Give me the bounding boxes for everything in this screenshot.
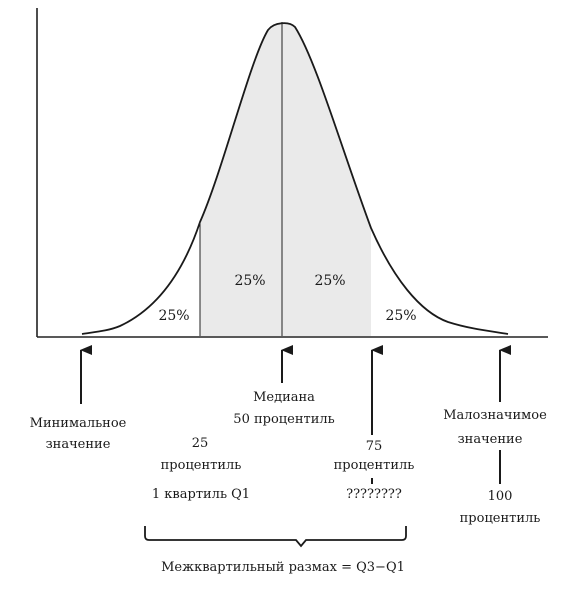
maximum-label-line1: Малозначимое [443, 408, 547, 423]
iqr-label: Межквартильный размах = Q3−Q1 [161, 560, 405, 575]
p75-label-number: 75 [366, 439, 383, 454]
q3-label: ???????? [346, 487, 402, 502]
p75-label-word: процентиль [334, 458, 415, 473]
region-2-label: 25% [234, 273, 265, 289]
iqr-shaded-area [200, 23, 371, 337]
region-4-label: 25% [385, 308, 416, 324]
p100-label-number: 100 [488, 489, 513, 504]
p25-label-word: процентиль [161, 458, 242, 473]
region-1-label: 25% [158, 308, 189, 324]
region-3-label: 25% [314, 273, 345, 289]
minimum-label-line1: Минимальное [30, 416, 127, 431]
q1-label: 1 квартиль Q1 [152, 487, 250, 502]
iqr-bracket [144, 526, 407, 548]
p25-label-number: 25 [192, 436, 209, 451]
maximum-label-line2: значение [458, 432, 523, 447]
median-label-line2: 50 процентиль [233, 412, 334, 427]
minimum-label-line2: значение [46, 437, 111, 452]
p100-label-word: процентиль [460, 511, 541, 526]
median-label-line1: Медиана [253, 390, 315, 405]
